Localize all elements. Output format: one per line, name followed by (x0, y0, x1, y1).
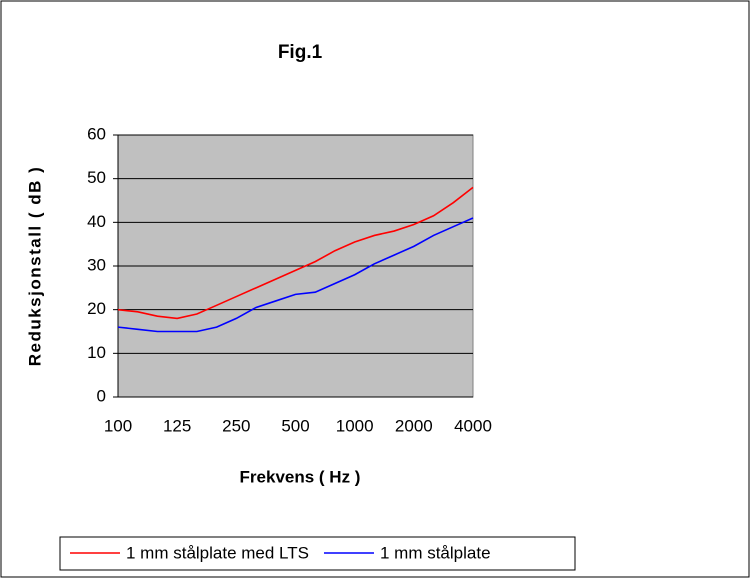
series-line (117, 186, 474, 320)
x-tick-label: 250 (222, 416, 250, 435)
x-tick-label: 500 (281, 416, 309, 435)
x-tick-label: 1000 (336, 416, 374, 435)
legend-label: 1 mm stålplate (380, 543, 491, 562)
y-tick-label: 10 (87, 343, 106, 362)
chart-title: Fig.1 (278, 42, 323, 63)
y-tick-label: 50 (87, 168, 106, 187)
y-tick-label: 20 (87, 299, 106, 318)
x-axis-title: Frekvens ( Hz ) (240, 467, 361, 486)
legend-label: 1 mm stålplate med LTS (126, 543, 309, 562)
x-tick-label: 2000 (395, 416, 433, 435)
y-tick-label: 0 (97, 386, 106, 405)
y-axis-title: Reduksjonstall ( dB ) (25, 166, 44, 367)
x-tick-label: 4000 (454, 416, 492, 435)
x-tick-label: 100 (104, 416, 132, 435)
y-tick-label: 60 (87, 124, 106, 143)
legend (59, 536, 576, 571)
series-line (117, 217, 474, 333)
y-tick-label: 30 (87, 255, 106, 274)
y-tick-label: 40 (87, 212, 106, 231)
x-tick-label: 125 (163, 416, 191, 435)
